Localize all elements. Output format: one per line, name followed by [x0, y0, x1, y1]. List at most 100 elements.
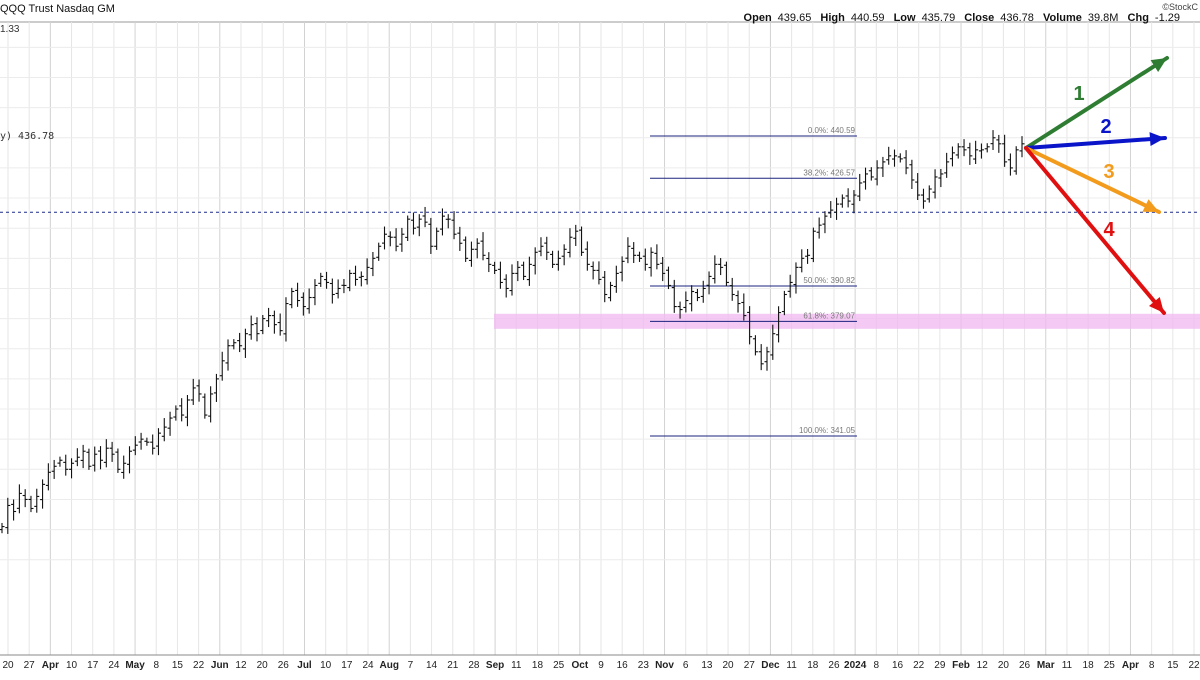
price-bar — [382, 226, 387, 250]
x-tick-label: 26 — [278, 660, 290, 671]
price-bar — [179, 398, 185, 422]
price-bar — [660, 256, 666, 282]
price-bar — [810, 227, 816, 263]
price-bar — [132, 436, 138, 456]
price-bar — [654, 244, 660, 270]
x-tick-label: 14 — [426, 660, 438, 671]
price-bar — [150, 434, 156, 455]
scenario-arrow-head — [1142, 199, 1159, 212]
price-bar — [486, 252, 492, 273]
price-bar — [318, 272, 324, 287]
price-bar — [718, 258, 724, 276]
price-bar — [776, 306, 782, 343]
scenario-label: 3 — [1103, 161, 1114, 183]
price-bar — [347, 269, 353, 292]
price-bar — [40, 479, 46, 509]
price-bar — [5, 497, 11, 534]
price-bar — [752, 335, 758, 356]
price-bar — [967, 142, 973, 165]
price-bar — [260, 314, 266, 335]
fib-label: 61.8%: 379.07 — [803, 311, 855, 320]
price-bar — [497, 261, 503, 289]
price-bar — [584, 241, 590, 271]
price-bar — [306, 288, 312, 314]
price-bar — [410, 212, 416, 235]
fib-label: 38.2%: 426.57 — [803, 168, 855, 177]
x-tick-label: 12 — [977, 660, 989, 671]
price-bar — [74, 448, 80, 467]
price-bar — [741, 293, 747, 321]
price-bar — [405, 215, 411, 242]
price-bar — [845, 188, 851, 208]
price-bar — [283, 297, 289, 342]
volume-value: 39.8M — [1087, 12, 1119, 24]
price-bar — [973, 140, 979, 164]
price-bar — [237, 332, 243, 353]
price-bar — [277, 313, 283, 336]
price-bar — [932, 169, 938, 199]
price-bar — [324, 271, 330, 289]
price-bar — [69, 458, 75, 479]
price-bar — [938, 168, 944, 188]
price-bar — [903, 150, 909, 175]
price-bar — [886, 146, 892, 165]
price-bar — [758, 344, 764, 371]
scenario-arrow-shaft — [1024, 146, 1161, 214]
price-bar — [416, 214, 422, 237]
price-bar — [839, 194, 845, 208]
price-bar — [665, 266, 671, 290]
price-bar — [642, 248, 648, 271]
price-bar — [503, 274, 509, 298]
price-bar — [329, 278, 335, 304]
price-bar — [990, 130, 996, 150]
price-bar — [555, 250, 561, 271]
price-bar — [248, 315, 254, 340]
price-bar — [225, 339, 231, 371]
price-bar — [422, 206, 428, 228]
price-bar — [700, 280, 706, 303]
x-tick-label: 8 — [874, 660, 880, 671]
price-bar — [515, 261, 521, 282]
price-bar — [213, 373, 219, 402]
scenario-arrow-shaft — [1024, 146, 1166, 315]
price-bar — [596, 261, 602, 285]
x-tick-label: 18 — [532, 660, 544, 671]
price-bar — [115, 448, 121, 473]
price-bar — [45, 463, 51, 491]
price-bar — [480, 232, 486, 261]
x-tick-label: 16 — [892, 660, 904, 671]
x-tick-label: 24 — [362, 660, 374, 671]
price-bar — [80, 444, 86, 469]
price-bar — [463, 236, 469, 262]
price-bar — [121, 455, 127, 479]
price-bar — [851, 190, 857, 214]
price-bar — [353, 265, 359, 286]
price-bar — [474, 238, 480, 259]
x-tick-label: 22 — [1188, 660, 1200, 671]
price-bar — [358, 271, 364, 287]
price-bar — [781, 290, 787, 316]
price-bar — [550, 250, 556, 268]
price-bar — [909, 159, 915, 190]
chg-value: -1.29 — [1154, 12, 1180, 24]
price-bar — [190, 378, 196, 405]
price-bar — [608, 281, 614, 302]
high-value: 440.59 — [850, 12, 885, 24]
x-tick-label: 17 — [341, 660, 353, 671]
x-tick-label: 28 — [468, 660, 480, 671]
scenario-arrow-shaft — [1024, 136, 1167, 150]
price-bar — [949, 146, 955, 167]
x-tick-label: 20 — [257, 660, 269, 671]
price-bar — [509, 264, 515, 296]
price-bar — [219, 351, 225, 381]
x-tick-label: 27 — [744, 660, 756, 671]
price-bar — [196, 379, 202, 402]
scenario-arrow-2: 2 — [1024, 116, 1167, 150]
price-bar — [944, 152, 950, 178]
price-bar — [86, 448, 92, 470]
price-bar — [816, 217, 822, 239]
scenario-arrow-head — [1149, 297, 1164, 313]
ohlc-readout: Open 439.65 High 440.59 Low 435.79 Close 436… — [738, 12, 1180, 24]
price-bar — [521, 261, 527, 281]
